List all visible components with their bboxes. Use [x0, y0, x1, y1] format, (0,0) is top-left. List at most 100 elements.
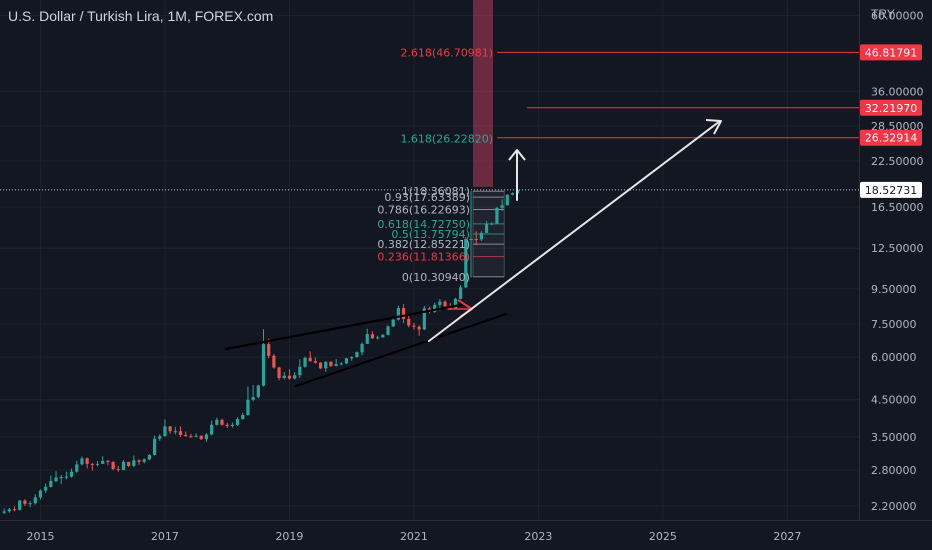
candle-body — [194, 435, 198, 437]
candle-body — [407, 318, 411, 326]
fib-retracement-label: 0.5(13.75794) — [391, 228, 470, 241]
candle-body — [412, 325, 416, 327]
fib-retracement-label: 0.93(17.63389) — [384, 191, 470, 204]
candle-body — [500, 205, 504, 208]
triangle-upper-line — [224, 302, 468, 351]
price-label-box — [860, 99, 922, 116]
candle-body — [64, 476, 68, 478]
time-tick-label: 2023 — [524, 530, 552, 543]
price-label-text: 32.21970 — [865, 102, 918, 115]
price-tick-label: 12.50000 — [871, 242, 924, 255]
candle-body — [101, 460, 105, 464]
candle-body — [59, 477, 63, 479]
candle-body — [272, 355, 276, 368]
candle-body — [365, 334, 369, 344]
candle-series — [2, 189, 520, 515]
candle-body — [355, 352, 359, 358]
candle-body — [215, 419, 219, 425]
candle-body — [438, 301, 442, 305]
candle-body — [225, 424, 229, 426]
candle-body — [111, 461, 115, 470]
fib-retracement-box — [472, 190, 505, 278]
candle-body — [204, 434, 209, 440]
price-label-box — [860, 44, 922, 61]
fib-extension-label: 1.618(26.22820) — [400, 132, 493, 145]
candle-body — [417, 326, 421, 330]
candle-body — [324, 361, 328, 369]
chart-title: U.S. Dollar / Turkish Lira, 1M, FOREX.co… — [8, 8, 274, 24]
candle-body — [90, 463, 94, 465]
fib-labels: 2.618(46.70981) 1.618(26.22820) 1(18.36081… — [377, 47, 493, 284]
candle-body — [168, 426, 172, 432]
candle-body — [116, 469, 120, 471]
candle-body — [137, 460, 141, 462]
candle-body — [287, 375, 292, 379]
candle-body — [158, 436, 162, 439]
candle-body — [464, 239, 468, 288]
currency-label: TRY — [871, 7, 895, 21]
candle-body — [313, 361, 317, 363]
candle-body — [391, 319, 395, 327]
candle-body — [7, 509, 11, 512]
time-tick-label: 2025 — [649, 530, 677, 543]
fib-retracement-label: 0(10.30940) — [402, 271, 470, 284]
candle-body — [396, 308, 400, 320]
price-tick-label: 3.50000 — [871, 431, 917, 444]
price-label-box — [860, 129, 922, 146]
candle-body — [474, 239, 478, 241]
price-tick-label: 7.50000 — [871, 318, 917, 331]
candle-body — [235, 419, 240, 425]
candle-body — [132, 460, 136, 466]
candle-body — [33, 497, 37, 504]
price-axis[interactable]: 60.00000 36.00000 28.50000 22.50000 16.50000… — [871, 10, 924, 513]
price-tick-label: 36.00000 — [871, 85, 924, 98]
price-tick-label: 22.50000 — [871, 155, 924, 168]
time-axis[interactable]: 2015 2017 2019 2021 2023 2025 2027 — [26, 530, 801, 543]
candle-body — [505, 194, 509, 206]
candle-body — [443, 301, 447, 307]
price-tick-label: 9.50000 — [871, 283, 917, 296]
candle-body — [199, 435, 203, 440]
candle-body — [49, 481, 53, 487]
time-tick-label: 2021 — [400, 530, 428, 543]
candle-body — [127, 461, 131, 466]
price-label-box — [860, 181, 922, 198]
candle-body — [370, 334, 375, 339]
candle-body — [44, 486, 48, 491]
candle-body — [189, 436, 193, 438]
highlight-column — [472, 0, 493, 187]
candle-body — [490, 223, 494, 225]
candle-body — [303, 357, 307, 367]
candle-body — [12, 509, 17, 511]
vertical-arrow-head — [508, 149, 526, 161]
candle-body — [344, 358, 349, 364]
candle-body — [173, 431, 177, 433]
price-tick-label: 60.00000 — [871, 10, 924, 23]
candle-body — [510, 193, 515, 195]
candle-body — [339, 363, 343, 365]
candle-body — [282, 375, 286, 379]
candle-body — [308, 357, 312, 362]
candle-body — [28, 503, 32, 505]
highlight-column-rect — [472, 0, 493, 187]
candle-body — [401, 308, 406, 319]
price-tick-label: 4.50000 — [871, 394, 917, 407]
price-label-text: 46.81791 — [865, 46, 918, 59]
chart-grid — [0, 0, 859, 520]
fib-retracement-label: 0.382(12.85221) — [377, 238, 470, 251]
candle-body — [69, 471, 74, 477]
price-tick-label: 6.00000 — [871, 351, 917, 364]
price-label-text: 26.32914 — [865, 132, 918, 145]
target-arrow-line — [428, 120, 721, 342]
candle-body — [433, 304, 437, 313]
candle-body — [386, 326, 390, 335]
fib-retracement-drawing — [472, 190, 505, 278]
candle-body — [298, 366, 302, 376]
price-tick-label: 28.50000 — [871, 120, 924, 133]
trend-drawings — [224, 119, 722, 388]
candle-body — [23, 500, 27, 504]
candle-body — [334, 364, 338, 366]
candle-body — [152, 438, 157, 456]
candle-body — [38, 490, 43, 498]
